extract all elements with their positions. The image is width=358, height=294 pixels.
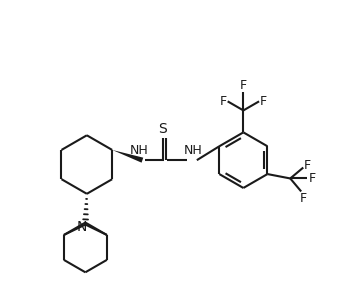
Text: F: F: [299, 192, 306, 205]
Text: F: F: [260, 95, 267, 108]
Text: S: S: [159, 122, 167, 136]
Text: N: N: [77, 220, 87, 234]
Text: F: F: [240, 79, 247, 92]
Text: F: F: [309, 172, 316, 185]
Text: F: F: [304, 159, 311, 172]
Polygon shape: [112, 150, 143, 163]
Text: NH: NH: [130, 144, 148, 157]
Text: NH: NH: [183, 144, 202, 157]
Text: F: F: [220, 95, 227, 108]
